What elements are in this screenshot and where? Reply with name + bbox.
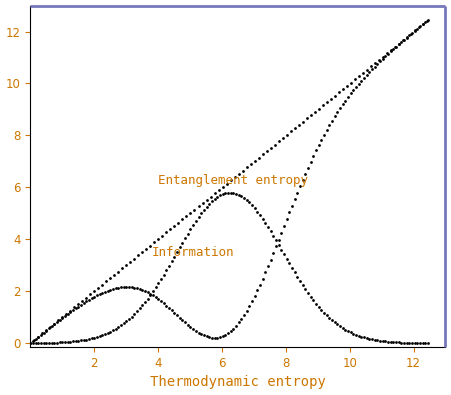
Text: Entanglement entropy: Entanglement entropy xyxy=(158,173,308,186)
Text: Information: Information xyxy=(152,246,234,259)
X-axis label: Thermodynamic entropy: Thermodynamic entropy xyxy=(150,375,326,389)
